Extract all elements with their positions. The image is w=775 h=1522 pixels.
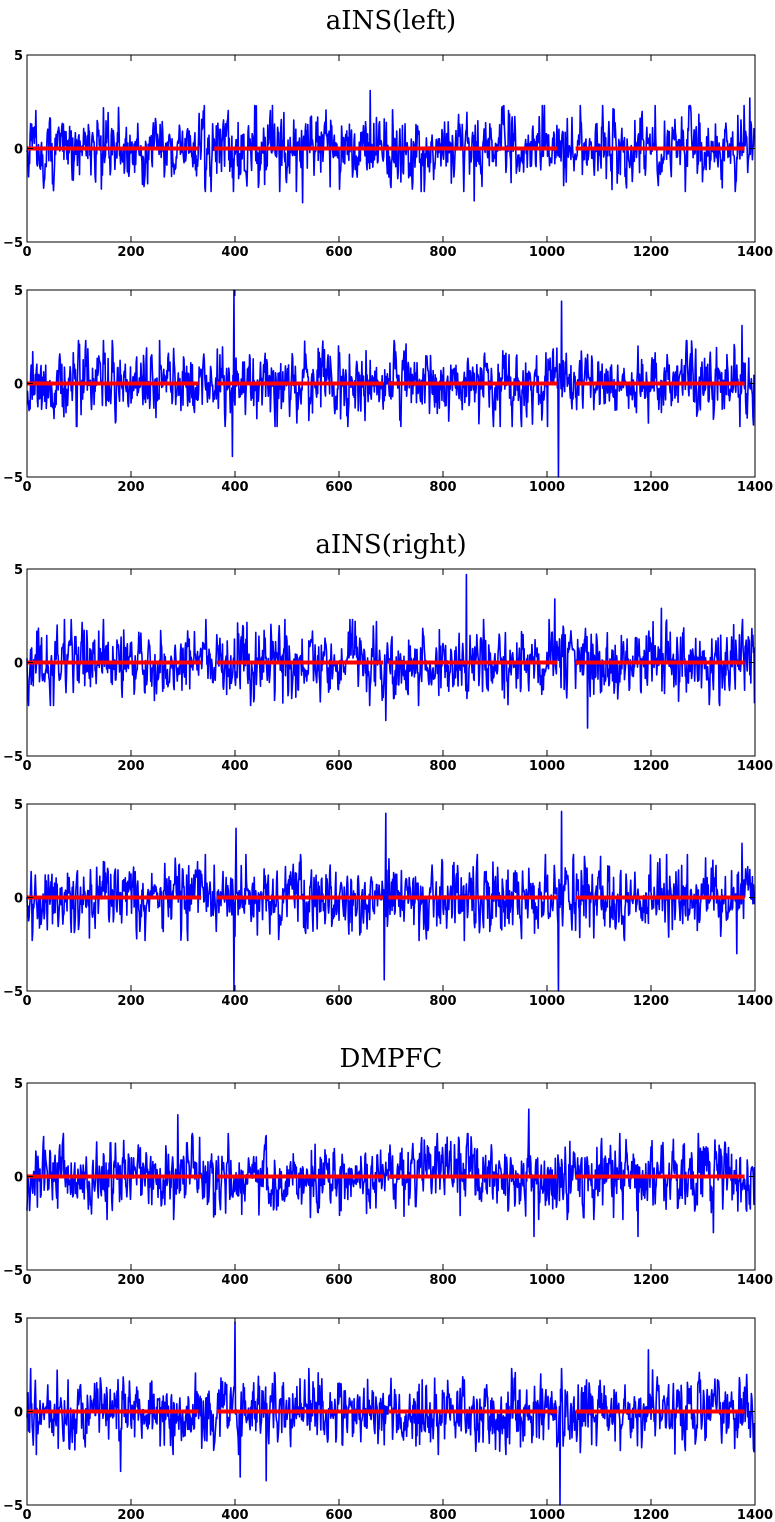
x-tick-label: 600 <box>325 1508 352 1522</box>
plot-area <box>26 289 756 478</box>
x-tick-label: 800 <box>429 245 456 260</box>
y-tick-label: −5 <box>3 1264 23 1279</box>
x-tick-label: 1400 <box>737 1508 773 1522</box>
x-tick-label: 600 <box>325 994 352 1009</box>
x-tick-label: 600 <box>325 245 352 260</box>
plot-area <box>26 1108 756 1238</box>
plot-area <box>26 810 756 992</box>
y-tick-label: 0 <box>14 1406 23 1421</box>
x-tick-label: 1000 <box>529 1508 565 1522</box>
y-tick-label: 0 <box>14 892 23 907</box>
chart-title: aINS(left) <box>326 6 456 36</box>
plot-area <box>26 1320 756 1506</box>
series-line-blue <box>26 573 756 729</box>
x-tick-label: 800 <box>429 1508 456 1522</box>
y-tick-label: 5 <box>14 563 23 578</box>
x-tick-label: 600 <box>325 759 352 774</box>
chart-6: 0 200 400 600 800 1000 1200 1400−505 <box>3 1312 773 1522</box>
x-tick-label: 1200 <box>633 1508 669 1522</box>
y-tick-label: −5 <box>3 750 23 765</box>
chart-title: aINS(right) <box>315 530 466 560</box>
x-tick-label: 1000 <box>529 759 565 774</box>
y-tick-label: 5 <box>14 49 23 64</box>
x-tick-label: 400 <box>221 1273 248 1288</box>
y-tick-label: −5 <box>3 471 23 486</box>
y-tick-label: 0 <box>14 657 23 672</box>
chart-4: 0 200 400 600 800 1000 1200 1400−505 <box>3 798 773 1009</box>
chart-3: aINS(right)0 200 400 600 800 1000 1200 1400−505 <box>3 530 773 774</box>
x-tick-label: 800 <box>429 994 456 1009</box>
x-tick-label: 800 <box>429 480 456 495</box>
x-tick-label: 600 <box>325 1273 352 1288</box>
x-tick-label: 200 <box>117 245 144 260</box>
x-tick-label: 1400 <box>737 1273 773 1288</box>
x-tick-label: 1200 <box>633 1273 669 1288</box>
x-tick-label: 1400 <box>737 245 773 260</box>
x-tick-label: 1400 <box>737 759 773 774</box>
chart-1: aINS(left)0 200 400 600 800 1000 1200 1400−505 <box>3 6 773 260</box>
x-tick-label: 0 <box>22 994 31 1009</box>
plot-area <box>26 573 756 729</box>
plot-area <box>26 89 756 204</box>
x-tick-label: 0 <box>22 480 31 495</box>
x-tick-label: 0 <box>22 1508 31 1522</box>
series-line-blue <box>26 1320 756 1506</box>
x-tick-label: 0 <box>22 1273 31 1288</box>
y-tick-label: 0 <box>14 143 23 158</box>
y-tick-label: 5 <box>14 798 23 813</box>
y-tick-label: 5 <box>14 1077 23 1092</box>
x-tick-label: 200 <box>117 759 144 774</box>
x-tick-label: 200 <box>117 1273 144 1288</box>
series-line-blue <box>26 810 756 992</box>
x-tick-label: 1200 <box>633 245 669 260</box>
chart-title: DMPFC <box>340 1044 443 1074</box>
x-tick-label: 400 <box>221 1508 248 1522</box>
y-tick-label: 0 <box>14 378 23 393</box>
x-tick-label: 0 <box>22 245 31 260</box>
x-tick-label: 800 <box>429 759 456 774</box>
x-tick-label: 1000 <box>529 1273 565 1288</box>
x-tick-label: 1200 <box>633 759 669 774</box>
x-tick-label: 400 <box>221 245 248 260</box>
x-tick-label: 1200 <box>633 994 669 1009</box>
x-tick-label: 1200 <box>633 480 669 495</box>
x-tick-label: 1000 <box>529 994 565 1009</box>
x-tick-label: 200 <box>117 994 144 1009</box>
x-tick-label: 400 <box>221 994 248 1009</box>
x-tick-label: 1000 <box>529 480 565 495</box>
x-tick-label: 1400 <box>737 480 773 495</box>
x-tick-label: 200 <box>117 480 144 495</box>
y-tick-label: 0 <box>14 1171 23 1186</box>
x-tick-label: 400 <box>221 759 248 774</box>
y-tick-label: 5 <box>14 1312 23 1327</box>
y-tick-label: −5 <box>3 1499 23 1514</box>
series-line-blue <box>26 1108 756 1238</box>
y-tick-label: −5 <box>3 985 23 1000</box>
x-tick-label: 600 <box>325 480 352 495</box>
y-tick-label: −5 <box>3 236 23 251</box>
y-tick-label: 5 <box>14 284 23 299</box>
x-tick-label: 1400 <box>737 994 773 1009</box>
chart-2: 0 200 400 600 800 1000 1200 1400−505 <box>3 284 773 495</box>
x-tick-label: 0 <box>22 759 31 774</box>
x-tick-label: 1000 <box>529 245 565 260</box>
x-tick-label: 400 <box>221 480 248 495</box>
x-tick-label: 800 <box>429 1273 456 1288</box>
x-tick-label: 200 <box>117 1508 144 1522</box>
